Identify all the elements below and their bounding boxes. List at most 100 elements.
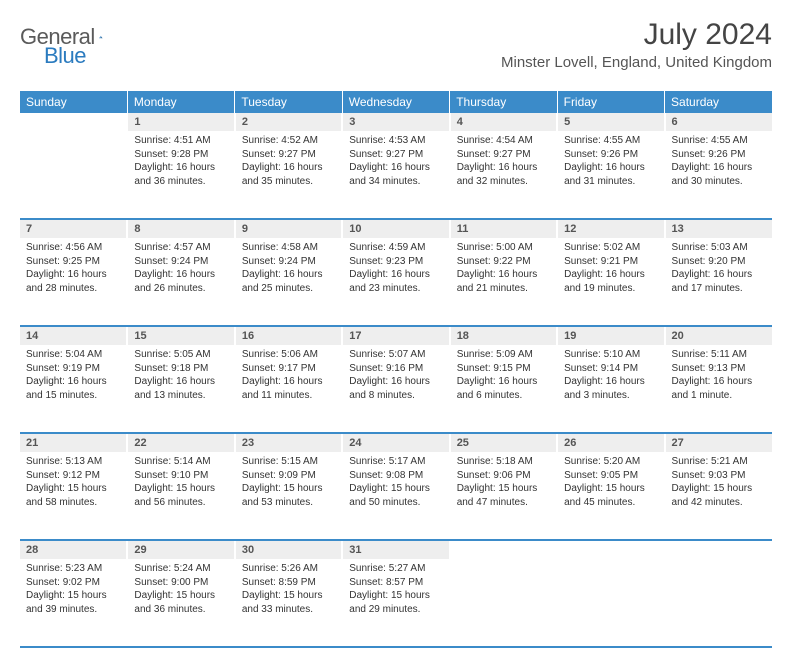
daylight-text: Daylight: 15 hours and 50 minutes. <box>349 482 442 509</box>
day-number: 16 <box>235 326 342 345</box>
sunrise-text: Sunrise: 4:55 AM <box>564 134 657 148</box>
day-number: 21 <box>20 433 127 452</box>
sunset-text: Sunset: 9:17 PM <box>242 362 335 376</box>
sunrise-text: Sunrise: 5:18 AM <box>457 455 550 469</box>
day-number: 1 <box>127 113 234 131</box>
daylight-text: Daylight: 16 hours and 28 minutes. <box>26 268 120 295</box>
daylight-text: Daylight: 16 hours and 6 minutes. <box>457 375 550 402</box>
sunset-text: Sunset: 9:19 PM <box>26 362 120 376</box>
sunset-text: Sunset: 9:22 PM <box>457 255 550 269</box>
day-cell: Sunrise: 5:15 AMSunset: 9:09 PMDaylight:… <box>235 452 342 540</box>
daylight-text: Daylight: 15 hours and 47 minutes. <box>457 482 550 509</box>
day-number <box>557 540 664 559</box>
week-daynum-row: 21222324252627 <box>20 433 772 452</box>
day-cell: Sunrise: 4:54 AMSunset: 9:27 PMDaylight:… <box>450 131 557 219</box>
daylight-text: Daylight: 15 hours and 45 minutes. <box>564 482 657 509</box>
week-info-row: Sunrise: 5:13 AMSunset: 9:12 PMDaylight:… <box>20 452 772 540</box>
sunset-text: Sunset: 9:08 PM <box>349 469 442 483</box>
day-number: 22 <box>127 433 234 452</box>
sunset-text: Sunset: 9:02 PM <box>26 576 120 590</box>
day-cell: Sunrise: 5:02 AMSunset: 9:21 PMDaylight:… <box>557 238 664 326</box>
month-title: July 2024 <box>501 18 772 52</box>
day-number: 18 <box>450 326 557 345</box>
daylight-text: Daylight: 16 hours and 17 minutes. <box>672 268 766 295</box>
day-cell: Sunrise: 4:58 AMSunset: 9:24 PMDaylight:… <box>235 238 342 326</box>
day-cell: Sunrise: 5:04 AMSunset: 9:19 PMDaylight:… <box>20 345 127 433</box>
day-header: Thursday <box>450 91 557 113</box>
sunset-text: Sunset: 9:03 PM <box>672 469 766 483</box>
logo-sail-icon <box>99 28 103 46</box>
day-number: 26 <box>557 433 664 452</box>
day-cell: Sunrise: 5:13 AMSunset: 9:12 PMDaylight:… <box>20 452 127 540</box>
day-cell: Sunrise: 4:59 AMSunset: 9:23 PMDaylight:… <box>342 238 449 326</box>
day-cell: Sunrise: 5:23 AMSunset: 9:02 PMDaylight:… <box>20 559 127 647</box>
day-header: Saturday <box>665 91 772 113</box>
week-info-row: Sunrise: 4:56 AMSunset: 9:25 PMDaylight:… <box>20 238 772 326</box>
week-daynum-row: 123456 <box>20 113 772 131</box>
week-info-row: Sunrise: 4:51 AMSunset: 9:28 PMDaylight:… <box>20 131 772 219</box>
sunset-text: Sunset: 9:18 PM <box>134 362 227 376</box>
day-number <box>20 113 127 131</box>
sunrise-text: Sunrise: 5:10 AM <box>564 348 657 362</box>
week-info-row: Sunrise: 5:23 AMSunset: 9:02 PMDaylight:… <box>20 559 772 647</box>
sunrise-text: Sunrise: 5:15 AM <box>242 455 335 469</box>
day-number: 20 <box>665 326 772 345</box>
week-info-row: Sunrise: 5:04 AMSunset: 9:19 PMDaylight:… <box>20 345 772 433</box>
day-header: Tuesday <box>235 91 342 113</box>
day-number: 31 <box>342 540 449 559</box>
day-number: 17 <box>342 326 449 345</box>
sunset-text: Sunset: 9:09 PM <box>242 469 335 483</box>
day-cell: Sunrise: 5:07 AMSunset: 9:16 PMDaylight:… <box>342 345 449 433</box>
day-cell: Sunrise: 4:53 AMSunset: 9:27 PMDaylight:… <box>342 131 449 219</box>
daylight-text: Daylight: 15 hours and 58 minutes. <box>26 482 120 509</box>
day-cell: Sunrise: 5:20 AMSunset: 9:05 PMDaylight:… <box>557 452 664 540</box>
day-number: 5 <box>557 113 664 131</box>
day-header: Wednesday <box>342 91 449 113</box>
daylight-text: Daylight: 15 hours and 56 minutes. <box>134 482 227 509</box>
sunrise-text: Sunrise: 4:58 AM <box>242 241 335 255</box>
sunset-text: Sunset: 9:10 PM <box>134 469 227 483</box>
sunset-text: Sunset: 9:24 PM <box>134 255 227 269</box>
sunset-text: Sunset: 9:23 PM <box>349 255 442 269</box>
sunset-text: Sunset: 9:21 PM <box>564 255 657 269</box>
day-number: 28 <box>20 540 127 559</box>
day-number: 27 <box>665 433 772 452</box>
day-cell: Sunrise: 4:55 AMSunset: 9:26 PMDaylight:… <box>665 131 772 219</box>
day-number: 12 <box>557 219 664 238</box>
daylight-text: Daylight: 16 hours and 15 minutes. <box>26 375 120 402</box>
day-cell: Sunrise: 5:27 AMSunset: 8:57 PMDaylight:… <box>342 559 449 647</box>
sunset-text: Sunset: 9:20 PM <box>672 255 766 269</box>
sunrise-text: Sunrise: 4:54 AM <box>457 134 550 148</box>
sunset-text: Sunset: 9:12 PM <box>26 469 120 483</box>
daylight-text: Daylight: 16 hours and 21 minutes. <box>457 268 550 295</box>
sunrise-text: Sunrise: 4:57 AM <box>134 241 227 255</box>
sunrise-text: Sunrise: 5:00 AM <box>457 241 550 255</box>
sunset-text: Sunset: 9:16 PM <box>349 362 442 376</box>
sunrise-text: Sunrise: 5:03 AM <box>672 241 766 255</box>
day-number <box>665 540 772 559</box>
sunset-text: Sunset: 8:59 PM <box>242 576 335 590</box>
day-cell: Sunrise: 4:51 AMSunset: 9:28 PMDaylight:… <box>127 131 234 219</box>
week-daynum-row: 78910111213 <box>20 219 772 238</box>
sunrise-text: Sunrise: 5:20 AM <box>564 455 657 469</box>
day-number: 3 <box>342 113 449 131</box>
sunrise-text: Sunrise: 5:09 AM <box>457 348 550 362</box>
sunset-text: Sunset: 9:06 PM <box>457 469 550 483</box>
day-number: 10 <box>342 219 449 238</box>
day-number: 4 <box>450 113 557 131</box>
sunrise-text: Sunrise: 4:53 AM <box>349 134 442 148</box>
sunset-text: Sunset: 9:24 PM <box>242 255 335 269</box>
day-cell: Sunrise: 4:55 AMSunset: 9:26 PMDaylight:… <box>557 131 664 219</box>
sunset-text: Sunset: 9:26 PM <box>564 148 657 162</box>
day-cell: Sunrise: 5:10 AMSunset: 9:14 PMDaylight:… <box>557 345 664 433</box>
logo-text-2: Blue <box>44 43 86 69</box>
sunrise-text: Sunrise: 5:17 AM <box>349 455 442 469</box>
day-cell: Sunrise: 4:57 AMSunset: 9:24 PMDaylight:… <box>127 238 234 326</box>
sunset-text: Sunset: 9:13 PM <box>672 362 766 376</box>
sunrise-text: Sunrise: 5:21 AM <box>672 455 766 469</box>
daylight-text: Daylight: 15 hours and 53 minutes. <box>242 482 335 509</box>
week-daynum-row: 14151617181920 <box>20 326 772 345</box>
sunset-text: Sunset: 9:27 PM <box>349 148 442 162</box>
sunset-text: Sunset: 9:14 PM <box>564 362 657 376</box>
daylight-text: Daylight: 16 hours and 35 minutes. <box>242 161 335 188</box>
